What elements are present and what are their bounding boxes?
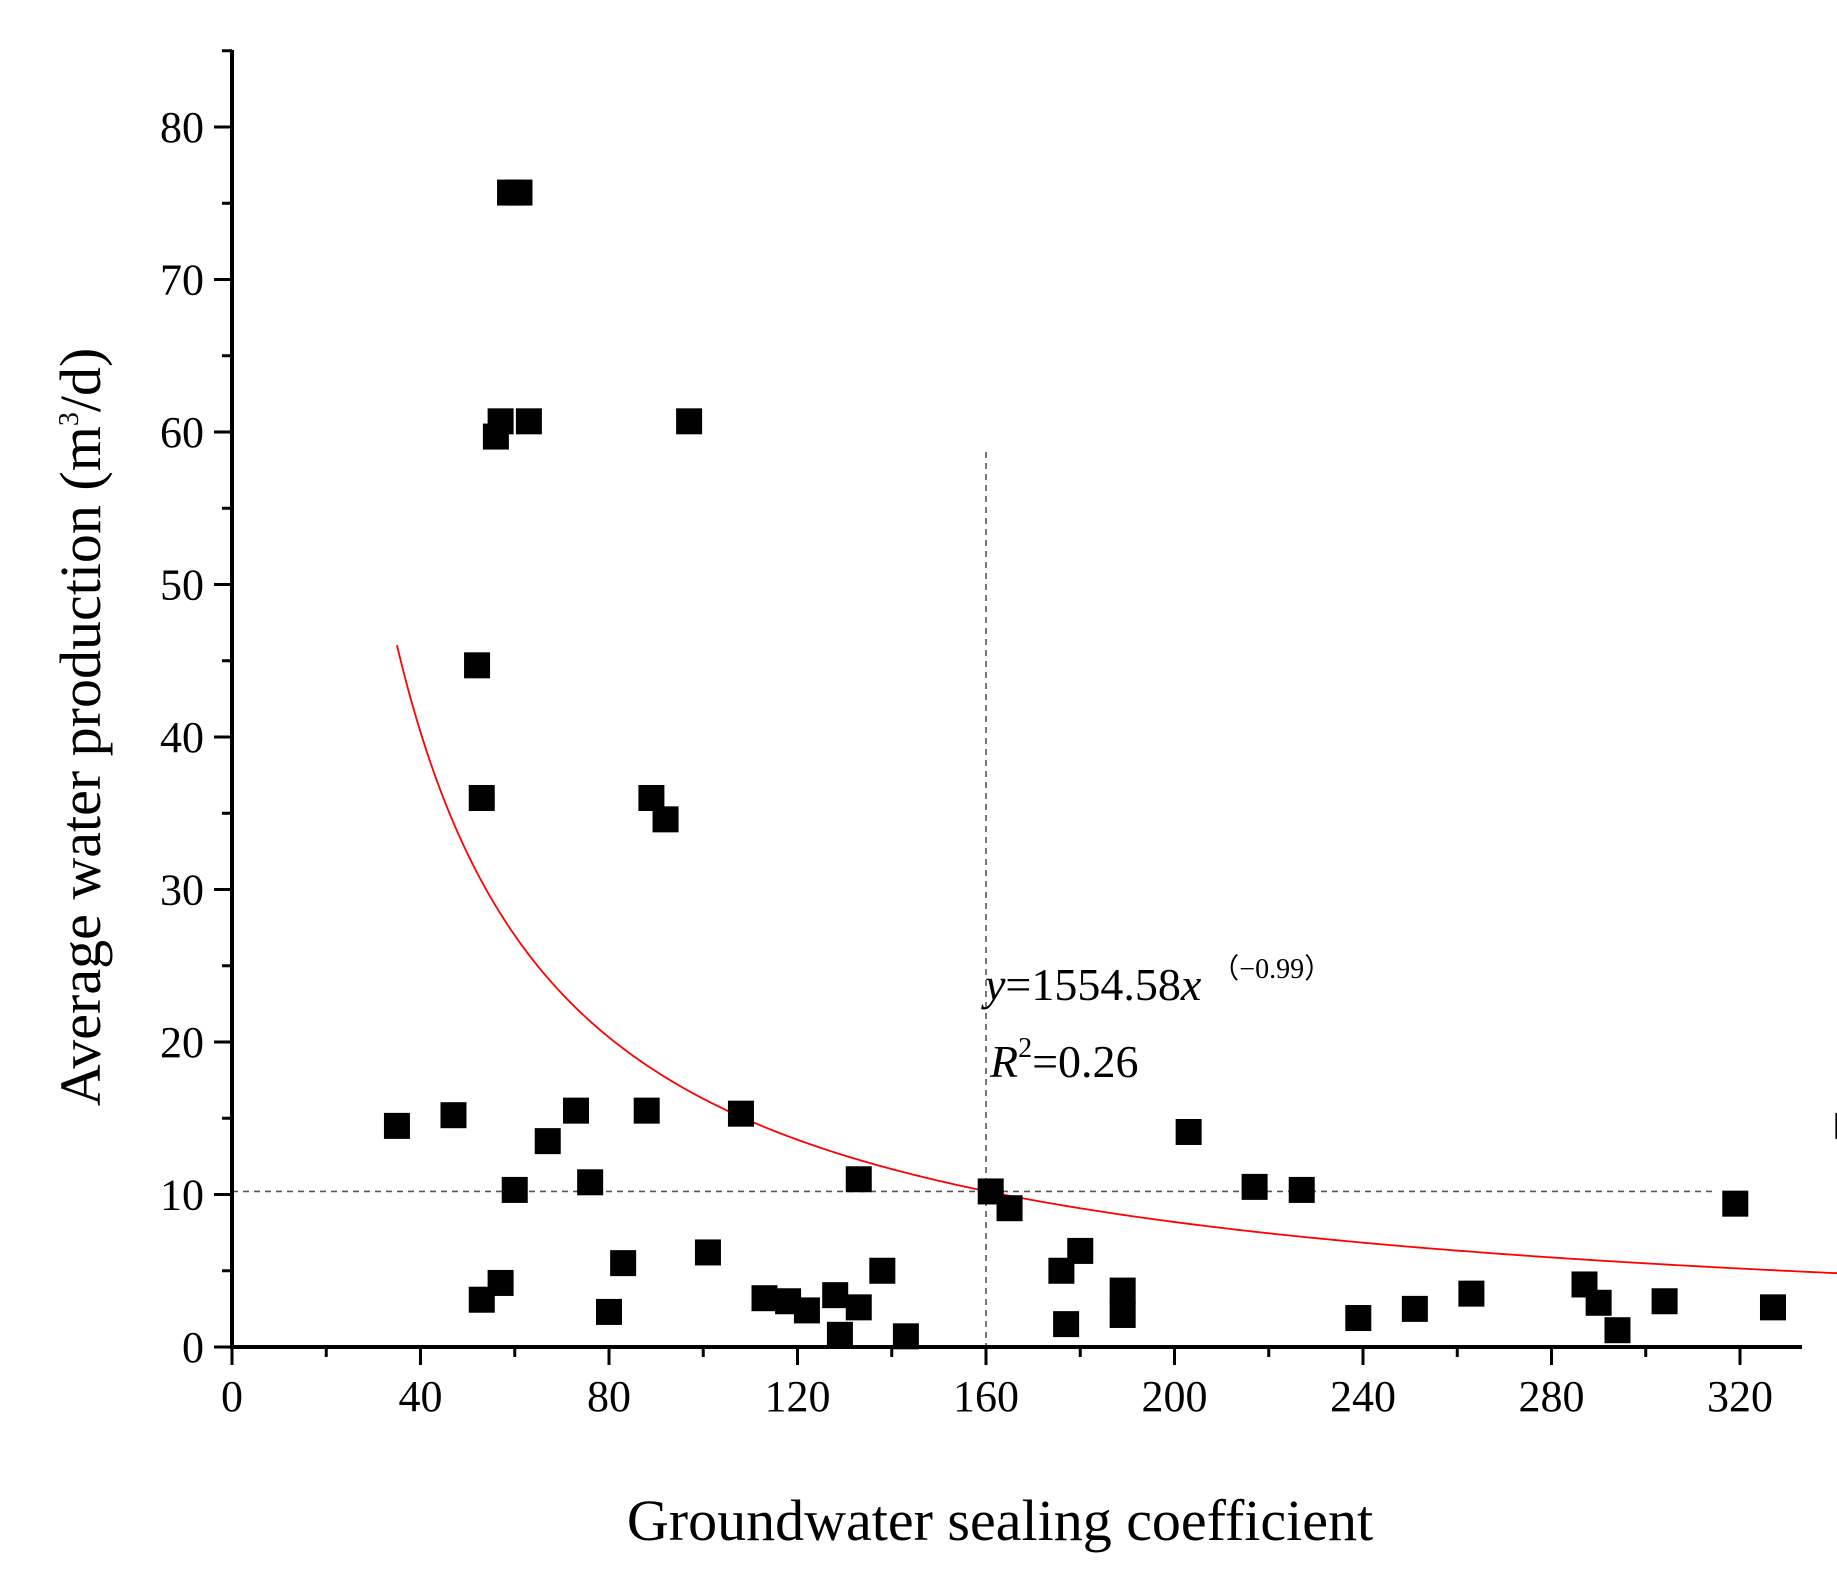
axes — [230, 50, 1802, 1349]
fit-equation: y=1554.58x （−0.99） — [981, 953, 1332, 1010]
tick-labels: 0408012016020024028032036001020304050607… — [160, 103, 1773, 1421]
y-tick-label: 0 — [182, 1323, 204, 1372]
r-squared-value: =0.26 — [1032, 1036, 1138, 1087]
y-axis-title-tail: /d) — [48, 348, 113, 412]
data-point — [534, 1128, 561, 1155]
y-tick-label: 70 — [160, 256, 204, 305]
x-tick-label: 80 — [587, 1372, 631, 1421]
data-point — [383, 1112, 410, 1139]
power-fit-curve — [396, 644, 1837, 1275]
data-point — [468, 785, 495, 811]
data-point — [501, 1176, 528, 1203]
x-tick-label: 280 — [1519, 1372, 1585, 1421]
data-point — [1835, 1112, 1837, 1139]
data-point — [845, 1294, 872, 1321]
r-squared-r: R — [989, 1036, 1018, 1087]
data-point — [727, 1100, 754, 1127]
x-tick-label: 320 — [1707, 1372, 1773, 1421]
data-point — [1759, 1294, 1786, 1321]
data-point — [506, 179, 533, 206]
data-point — [676, 408, 703, 435]
fit-equation-exponent: （−0.99） — [1211, 953, 1332, 985]
data-point — [1458, 1280, 1485, 1307]
data-point — [464, 652, 491, 679]
data-point — [1241, 1173, 1268, 1200]
data-point — [996, 1195, 1023, 1222]
y-axis-title-main: Average water production (m — [48, 426, 113, 1106]
data-point — [487, 1269, 514, 1296]
data-point — [652, 806, 679, 833]
data-point — [1175, 1118, 1202, 1145]
data-point — [845, 1166, 872, 1193]
y-tick-label: 20 — [160, 1018, 204, 1067]
reference-lines — [232, 452, 1715, 1347]
fit-equation-coef: =1554.58 — [1005, 959, 1180, 1010]
y-axis-title-sup: 3 — [54, 412, 85, 426]
data-point — [610, 1250, 637, 1277]
data-point — [1651, 1288, 1678, 1315]
y-tick-label: 50 — [160, 561, 204, 610]
data-point — [1604, 1317, 1631, 1344]
data-point — [793, 1297, 820, 1324]
y-tick-label: 30 — [160, 866, 204, 915]
fit-curve-layer — [396, 644, 1837, 1275]
data-points — [383, 179, 1837, 1350]
y-tick-label: 10 — [160, 1171, 204, 1220]
data-point — [826, 1321, 853, 1348]
data-point — [1585, 1289, 1612, 1316]
x-tick-label: 160 — [953, 1372, 1019, 1421]
fit-equation-x: x — [1180, 959, 1202, 1010]
y-tick-label: 60 — [160, 408, 204, 457]
y-tick-label: 80 — [160, 103, 204, 152]
data-point — [869, 1257, 896, 1284]
tick-marks — [214, 49, 1742, 1365]
fit-r-squared: R2=0.26 — [989, 1033, 1139, 1087]
data-point — [1109, 1301, 1136, 1328]
x-tick-label: 240 — [1330, 1372, 1396, 1421]
data-point — [440, 1102, 467, 1129]
data-point — [892, 1323, 919, 1350]
data-point — [487, 408, 514, 435]
data-point — [1053, 1311, 1080, 1338]
x-tick-label: 200 — [1142, 1372, 1208, 1421]
data-point — [577, 1169, 604, 1196]
data-point — [751, 1285, 778, 1312]
data-point — [1345, 1305, 1372, 1332]
y-tick-label: 40 — [160, 713, 204, 762]
data-point — [694, 1239, 721, 1266]
r-squared-sup: 2 — [1018, 1033, 1032, 1064]
data-point — [1722, 1190, 1749, 1217]
x-tick-label: 120 — [765, 1372, 831, 1421]
x-axis-title: Groundwater sealing coefficient — [627, 1488, 1373, 1553]
data-point — [1109, 1277, 1136, 1304]
data-point — [1401, 1295, 1428, 1322]
data-point — [1067, 1237, 1094, 1264]
data-point — [633, 1097, 660, 1124]
data-point — [1288, 1176, 1315, 1203]
data-point — [515, 408, 542, 435]
fit-equation-y: y — [981, 959, 1006, 1010]
data-point — [563, 1097, 590, 1124]
x-tick-label: 0 — [221, 1372, 243, 1421]
data-point — [822, 1282, 849, 1309]
x-tick-label: 40 — [399, 1372, 443, 1421]
y-axis-title: Average water production (m3/d) — [48, 348, 113, 1107]
data-point — [596, 1298, 622, 1325]
